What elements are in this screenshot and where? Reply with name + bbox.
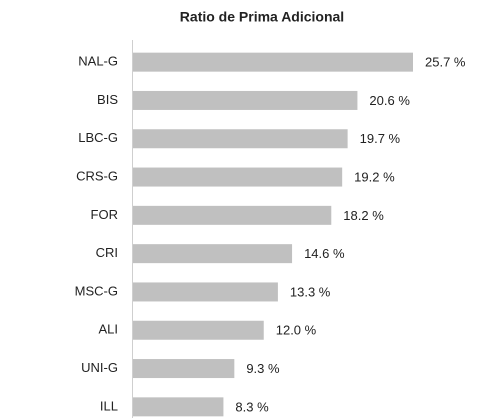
bar [133, 205, 332, 225]
bar [133, 52, 413, 72]
value-label: 8.3 % [235, 399, 269, 414]
y-tick-label: BIS [97, 92, 118, 107]
bar [133, 129, 348, 149]
value-label: 20.6 % [369, 93, 410, 108]
value-label: 9.3 % [246, 361, 280, 376]
y-tick-label: FOR [91, 207, 118, 222]
bar [133, 359, 235, 379]
value-label: 14.6 % [304, 246, 345, 261]
value-label: 13.3 % [290, 284, 331, 299]
value-label: 12.0 % [276, 323, 317, 338]
bar [133, 167, 343, 187]
y-tick-label: CRI [96, 245, 118, 260]
bar [133, 320, 264, 340]
y-tick-label: UNI-G [81, 360, 118, 375]
y-tick-label: ALI [98, 322, 118, 337]
value-label: 18.2 % [343, 208, 384, 223]
y-tick-label: NAL-G [78, 54, 118, 69]
bar [133, 397, 224, 417]
y-tick-label: ILL [100, 398, 118, 413]
y-tick-label: LBC-G [78, 130, 118, 145]
value-label: 25.7 % [425, 55, 466, 70]
value-label: 19.2 % [354, 169, 395, 184]
chart-title: Ratio de Prima Adicional [180, 9, 344, 25]
bar [133, 244, 293, 264]
y-tick-label: MSC-G [75, 283, 118, 298]
y-tick-label: CRS-G [76, 168, 118, 183]
value-label: 19.7 % [360, 131, 401, 146]
bar [133, 282, 278, 302]
bar [133, 90, 358, 110]
